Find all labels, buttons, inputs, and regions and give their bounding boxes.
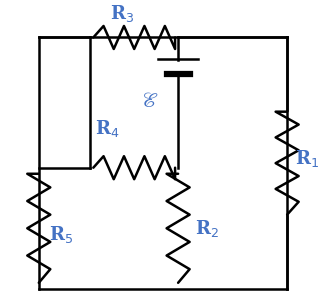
Text: R$_3$: R$_3$ <box>110 3 134 24</box>
Text: R$_2$: R$_2$ <box>195 218 219 239</box>
Text: $\mathscr{E}$: $\mathscr{E}$ <box>141 92 158 111</box>
Text: R$_4$: R$_4$ <box>95 118 119 139</box>
Text: R$_5$: R$_5$ <box>49 224 74 245</box>
Text: R$_1$: R$_1$ <box>295 148 319 169</box>
